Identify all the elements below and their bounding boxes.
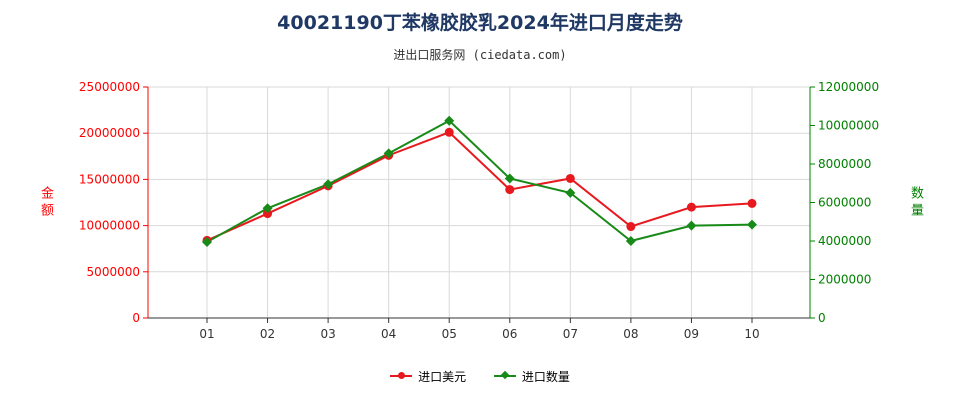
x-tick-label: 04 <box>381 327 396 341</box>
left-tick-label: 0 <box>132 311 140 325</box>
point-value <box>686 202 696 212</box>
x-tick-label: 06 <box>502 327 517 341</box>
point-quantity <box>202 236 212 247</box>
point-quantity <box>383 148 394 159</box>
legend: 进口美元 进口数量 <box>0 366 960 385</box>
x-tick-label: 01 <box>199 327 214 341</box>
right-tick-label: 10000000 <box>818 119 879 133</box>
legend-item-quantity[interactable]: 进口数量 <box>493 368 570 385</box>
point-value <box>565 173 575 183</box>
left-tick-label: 25000000 <box>79 80 140 94</box>
point-quantity <box>444 115 455 126</box>
left-tick-label: 15000000 <box>79 172 140 186</box>
point-quantity <box>565 187 576 198</box>
left-axis-label: 金额 <box>38 186 53 220</box>
x-tick-label: 02 <box>260 327 275 341</box>
plot-frame <box>147 86 811 319</box>
x-tick-label: 08 <box>623 327 638 341</box>
right-tick-label: 4000000 <box>818 234 871 248</box>
point-quantity <box>323 179 334 190</box>
point-quantity <box>747 219 757 230</box>
series-line-value <box>206 131 753 242</box>
point-quantity <box>686 220 697 231</box>
chart-title: 40021190丁苯橡胶胶乳2024年进口月度走势 <box>277 12 683 34</box>
right-tick-label: 6000000 <box>818 196 871 210</box>
point-value <box>747 198 757 208</box>
left-tick-label: 5000000 <box>87 265 140 279</box>
x-tick-label: 09 <box>684 327 699 341</box>
left-tick-label: 10000000 <box>79 219 140 233</box>
legend-swatch-quantity <box>493 370 516 380</box>
x-tick-label: 05 <box>442 327 457 341</box>
point-quantity <box>262 203 273 214</box>
right-tick-label: 12000000 <box>818 80 879 94</box>
series-line-quantity <box>206 119 753 243</box>
point-value <box>626 222 636 232</box>
left-tick-label: 20000000 <box>79 126 140 140</box>
x-tick-label: 07 <box>563 327 578 341</box>
legend-label-value: 进口美元 <box>418 369 467 384</box>
point-value <box>505 185 515 195</box>
right-tick-label: 0 <box>818 311 826 325</box>
right-tick-label: 8000000 <box>818 157 871 171</box>
point-value <box>263 209 273 219</box>
x-tick-label: 03 <box>320 327 335 341</box>
legend-label-quantity: 进口数量 <box>521 369 570 384</box>
legend-item-value[interactable]: 进口美元 <box>390 368 466 385</box>
point-quantity <box>504 173 515 184</box>
x-tick-label: 10 <box>744 327 759 341</box>
right-axis-label: 数量 <box>908 186 923 220</box>
point-value <box>444 127 454 137</box>
right-tick-label: 2000000 <box>818 273 871 287</box>
point-quantity <box>625 236 636 246</box>
legend-swatch-value <box>390 372 413 379</box>
chart-subtitle: 进出口服务网 (ciedata.com) <box>393 48 567 62</box>
